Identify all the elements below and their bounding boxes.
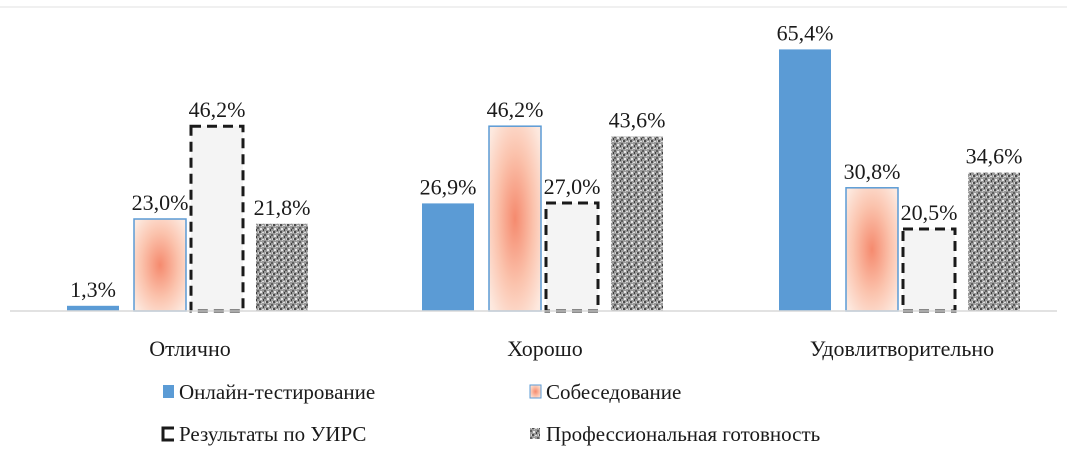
bar-профессиональная-готовность-3 xyxy=(968,172,1020,311)
legend-item-собеседование: Собеседование xyxy=(529,380,681,404)
data-label-онлайн-тестирование-2: 26,9% xyxy=(420,174,477,199)
bar-собеседование-3 xyxy=(845,187,899,312)
bar-результаты-по-уирс-3 xyxy=(901,227,957,313)
bar-профессиональная-готовность-2 xyxy=(611,136,663,311)
data-label-собеседование-1: 23,0% xyxy=(132,190,189,215)
legend-key-собеседование xyxy=(529,384,542,399)
data-label-профессиональная-готовность-3: 34,6% xyxy=(966,144,1023,169)
bar-результаты-по-уирс-2 xyxy=(544,201,600,313)
bar-онлайн-тестирование-1 xyxy=(67,305,119,311)
data-label-результаты-по-уирс-3: 20,5% xyxy=(901,200,958,225)
data-label-онлайн-тестирование-1: 1,3% xyxy=(70,277,116,302)
bar-собеседование-2 xyxy=(488,125,542,312)
legend-item-онлайн-тестирование: Онлайн-тестирование xyxy=(163,380,375,404)
legend-item-результаты-по-уирс: Результаты по УИРС xyxy=(161,422,366,446)
bar-онлайн-тестирование-3 xyxy=(779,49,831,312)
bar-собеседование-1 xyxy=(133,218,187,312)
data-label-собеседование-3: 30,8% xyxy=(844,159,901,184)
legend-label-онлайн-тестирование: Онлайн-тестирование xyxy=(179,380,375,404)
data-label-результаты-по-уирс-1: 46,2% xyxy=(189,97,246,122)
category-label-2: Хорошо xyxy=(507,336,582,361)
category-label-1: Отлично xyxy=(149,336,231,361)
legend-item-профессиональная-готовность: Профессиональная готовность xyxy=(530,422,820,446)
bar-профессиональная-готовность-1 xyxy=(256,223,308,311)
data-label-результаты-по-уирс-2: 27,0% xyxy=(544,174,601,199)
bar-результаты-по-уирс-1 xyxy=(189,124,245,313)
plot-area: 1,3% 26,9% 65,4% 23,0% 46,2% 30,8% 46,2% 27,0% 2… xyxy=(67,20,1023,313)
legend-key-онлайн-тестирование xyxy=(163,385,174,398)
legend-label-результаты-по-уирс: Результаты по УИРС xyxy=(179,422,366,446)
legend-key-результаты-по-уирс xyxy=(161,426,174,442)
category-label-3: Удовлитворительно xyxy=(810,336,994,361)
legend-label-собеседование: Собеседование xyxy=(546,380,681,404)
data-label-профессиональная-готовность-2: 43,6% xyxy=(609,108,666,133)
legend: Онлайн-тестирование Собеседование Результа… xyxy=(161,380,820,446)
legend-key-профессиональная-готовность xyxy=(530,428,540,439)
bar-онлайн-тестирование-2 xyxy=(422,203,474,311)
data-label-собеседование-2: 46,2% xyxy=(487,97,544,122)
data-label-профессиональная-готовность-1: 21,8% xyxy=(254,195,311,220)
legend-label-профессиональная-готовность: Профессиональная готовность xyxy=(546,422,820,446)
category-labels: Отлично Хорошо Удовлитворительно xyxy=(149,336,994,361)
data-label-онлайн-тестирование-3: 65,4% xyxy=(777,20,834,45)
